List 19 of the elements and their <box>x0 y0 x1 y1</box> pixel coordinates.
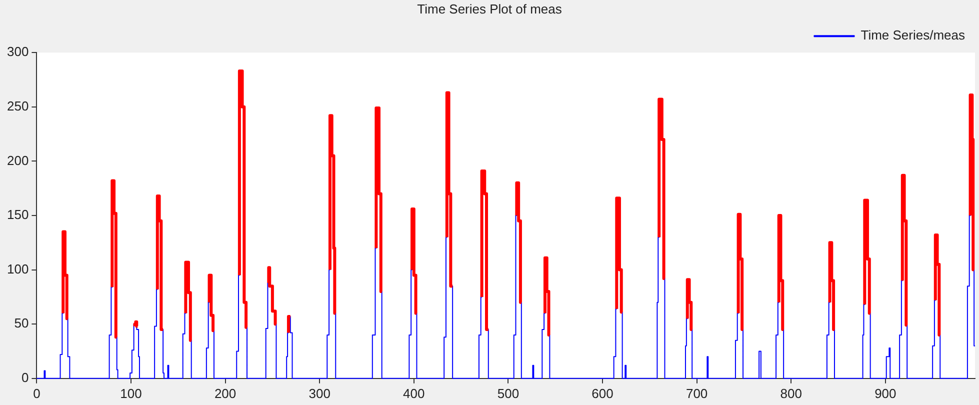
y-tick-label: 100 <box>6 261 29 276</box>
chart-title: Time Series Plot of meas <box>417 1 562 16</box>
x-tick-label: 600 <box>592 386 614 401</box>
legend-label: Time Series/meas <box>860 28 966 43</box>
x-tick-label: 900 <box>874 386 896 401</box>
y-tick-label: 50 <box>14 316 29 331</box>
x-tick-label: 400 <box>403 386 425 401</box>
x-tick-label: 300 <box>308 386 330 401</box>
x-tick-label: 800 <box>780 386 802 401</box>
x-tick-label: 100 <box>120 386 142 401</box>
y-tick-label: 200 <box>6 152 29 168</box>
x-tick-label: 200 <box>214 386 236 401</box>
x-tick-label: 700 <box>686 386 708 401</box>
y-tick-label: 150 <box>6 207 29 222</box>
y-tick-label: 300 <box>6 44 29 60</box>
x-tick-label: 500 <box>497 386 520 401</box>
y-tick-label: 250 <box>6 98 29 114</box>
y-tick-label: 0 <box>21 370 29 385</box>
x-tick-label: 0 <box>33 386 40 401</box>
